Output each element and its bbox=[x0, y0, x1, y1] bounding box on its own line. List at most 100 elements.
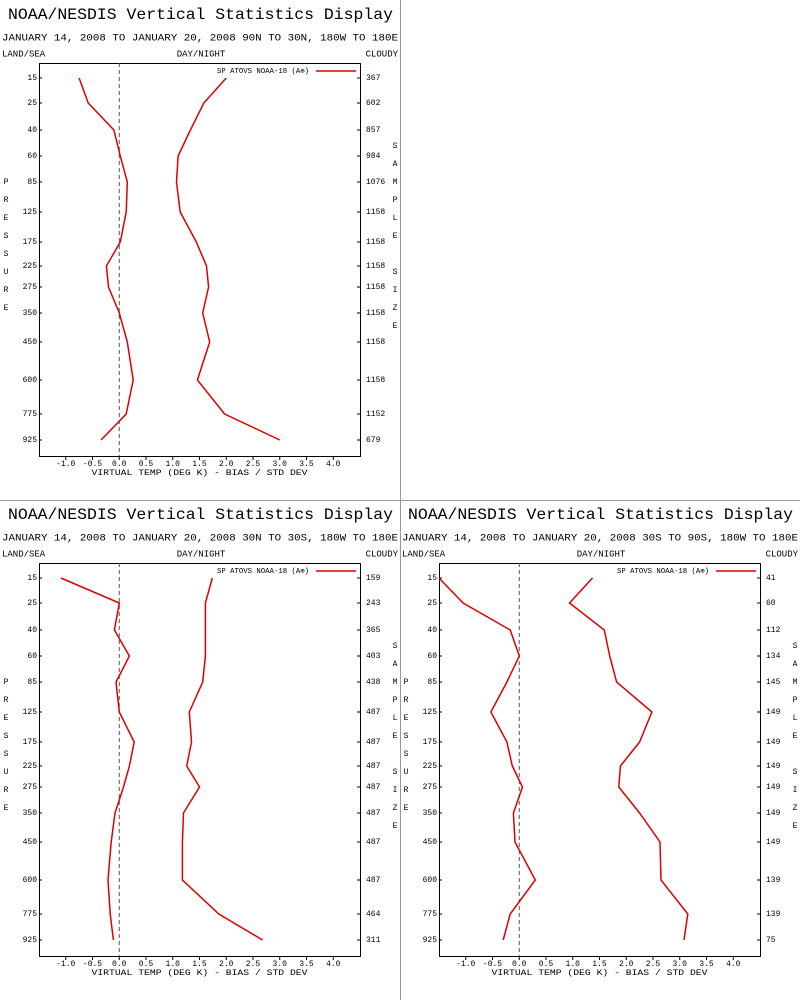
pressure-label: 60 bbox=[27, 652, 37, 661]
pressure-label: 225 bbox=[23, 262, 38, 271]
pressure-label: 175 bbox=[423, 738, 438, 747]
pressure-label: 15 bbox=[27, 574, 37, 583]
legend-label: SP ATOVS NOAA-18 (A⊕) bbox=[217, 568, 309, 576]
sample-size-label: 149 bbox=[766, 738, 781, 747]
sample-size-label: 679 bbox=[366, 436, 381, 445]
day-night-label: DAY/NIGHT bbox=[177, 49, 226, 59]
pressure-label: 85 bbox=[27, 678, 37, 687]
sample-size-label: 487 bbox=[366, 762, 381, 771]
sample-size-label: 1158 bbox=[366, 208, 385, 217]
x-tick-label: 1.0 bbox=[166, 960, 181, 969]
sample-size-label: 1158 bbox=[366, 283, 385, 292]
pressure-label: 925 bbox=[23, 936, 38, 945]
cloudy-label: CLOUDY bbox=[366, 549, 399, 559]
x-axis-label: VIRTUAL TEMP (DEG K) - BIAS / STD DEV bbox=[92, 469, 308, 478]
sample-size-label: 367 bbox=[366, 74, 381, 83]
land-sea-label: LAND/SEA bbox=[402, 549, 446, 559]
sample-size-label: 1158 bbox=[366, 376, 385, 385]
sample-size-label: 857 bbox=[366, 126, 381, 135]
pressure-label: 225 bbox=[23, 762, 38, 771]
sample-size-label: 311 bbox=[366, 936, 381, 945]
pressure-label: 60 bbox=[27, 152, 37, 161]
chart-title: NOAA/NESDIS Vertical Statistics Display bbox=[408, 506, 793, 524]
x-tick-label: 2.0 bbox=[219, 960, 234, 969]
sample-size-label: 984 bbox=[366, 152, 381, 161]
pressure-label: 350 bbox=[23, 309, 38, 318]
sample-size-label: 487 bbox=[366, 809, 381, 818]
x-tick-label: 2.0 bbox=[619, 960, 634, 969]
pressure-label: 40 bbox=[27, 626, 37, 635]
sample-size-label: 487 bbox=[366, 708, 381, 717]
pressure-label: 40 bbox=[427, 626, 437, 635]
legend-label: SP ATOVS NOAA-18 (A⊕) bbox=[217, 68, 309, 76]
sample-size-label: 1152 bbox=[366, 410, 385, 419]
sample-size-label: 159 bbox=[366, 574, 381, 583]
pressure-label: 85 bbox=[27, 178, 37, 187]
pressure-label: 60 bbox=[427, 652, 437, 661]
x-tick-label: 3.0 bbox=[673, 960, 688, 969]
x-tick-label: 4.0 bbox=[326, 960, 341, 969]
day-night-label: DAY/NIGHT bbox=[577, 549, 626, 559]
x-tick-label: 4.0 bbox=[726, 960, 741, 969]
bias-line bbox=[78, 77, 134, 441]
pressure-label: 450 bbox=[423, 838, 438, 847]
x-tick-label: 1.5 bbox=[192, 960, 207, 969]
x-tick-label: 2.5 bbox=[246, 960, 261, 969]
sample-size-label: 487 bbox=[366, 838, 381, 847]
pressure-label: 350 bbox=[423, 809, 438, 818]
pressure-label: 775 bbox=[23, 410, 38, 419]
pressure-label: 600 bbox=[23, 876, 38, 885]
pressure-label: 600 bbox=[423, 876, 438, 885]
x-tick-label: 3.5 bbox=[699, 960, 714, 969]
pressure-label: 450 bbox=[23, 338, 38, 347]
x-axis-label: VIRTUAL TEMP (DEG K) - BIAS / STD DEV bbox=[492, 969, 708, 978]
pressure-label: 600 bbox=[23, 376, 38, 385]
pressure-label: 275 bbox=[23, 283, 38, 292]
sample-size-label: 602 bbox=[366, 99, 381, 108]
pressure-label: 125 bbox=[23, 708, 38, 717]
pressure-label: 350 bbox=[23, 809, 38, 818]
chart-subtitle: JANUARY 14, 2008 TO JANUARY 20, 2008 30N… bbox=[2, 534, 398, 545]
chart-panel: -1.0 -0.5 0.0 0.5 1.0 1.5 2.0 2.5 3.0 3.5 4.0 VIRTU… bbox=[2, 506, 399, 978]
pressure-label: 125 bbox=[423, 708, 438, 717]
x-tick-label: 0.5 bbox=[139, 960, 154, 969]
x-tick-label: 3.0 bbox=[273, 460, 288, 469]
x-tick-label: 2.0 bbox=[219, 460, 234, 469]
sample-size-label: 464 bbox=[366, 910, 381, 919]
sample-size-label: 487 bbox=[366, 876, 381, 885]
x-tick-label: 0.5 bbox=[539, 960, 554, 969]
x-axis-label: VIRTUAL TEMP (DEG K) - BIAS / STD DEV bbox=[92, 969, 308, 978]
pressure-label: 40 bbox=[27, 126, 37, 135]
x-tick-label: 0.0 bbox=[112, 960, 127, 969]
pressure-label: 275 bbox=[23, 783, 38, 792]
x-tick-label: 1.5 bbox=[592, 960, 607, 969]
legend-label: SP ATOVS NOAA-18 (A⊕) bbox=[617, 568, 709, 576]
x-tick-label: -1.0 bbox=[56, 460, 75, 469]
x-tick-label: 3.5 bbox=[299, 960, 314, 969]
pressure-label: 925 bbox=[423, 936, 438, 945]
pressure-label: 450 bbox=[23, 838, 38, 847]
sample-size-label: 149 bbox=[766, 762, 781, 771]
pressure-label: 25 bbox=[27, 99, 37, 108]
pressure-label: 225 bbox=[423, 762, 438, 771]
std-dev-line bbox=[175, 77, 281, 441]
sample-size-label: 145 bbox=[766, 678, 781, 687]
chart-panel: -1.0 -0.5 0.0 0.5 1.0 1.5 2.0 2.5 3.0 3.5 4.0 VIRTU… bbox=[402, 506, 799, 978]
pressure-label: 15 bbox=[27, 74, 37, 83]
day-night-label: DAY/NIGHT bbox=[177, 549, 226, 559]
bias-line bbox=[60, 577, 135, 941]
sample-size-label: 139 bbox=[766, 910, 781, 919]
chart-panel: -1.0 -0.5 0.0 0.5 1.0 1.5 2.0 2.5 3.0 3.5 4.0 VIRTU… bbox=[2, 6, 399, 478]
x-tick-label: -0.5 bbox=[83, 460, 102, 469]
sample-size-label: 75 bbox=[766, 936, 776, 945]
x-tick-label: 4.0 bbox=[326, 460, 341, 469]
chart-subtitle: JANUARY 14, 2008 TO JANUARY 20, 2008 90N… bbox=[2, 34, 398, 45]
sample-size-label: 149 bbox=[766, 783, 781, 792]
sample-size-label: 1158 bbox=[366, 262, 385, 271]
